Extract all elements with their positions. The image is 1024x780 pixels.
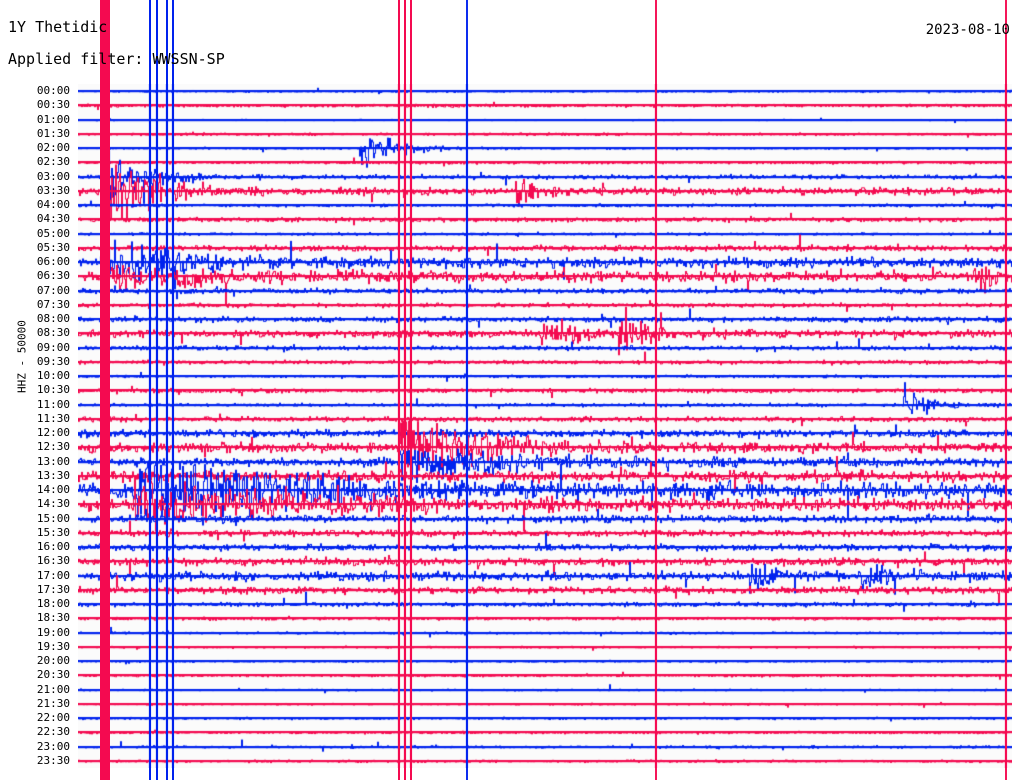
time-tick-label: 05:00 xyxy=(36,226,70,240)
time-tick-label: 11:00 xyxy=(36,397,70,411)
time-tick-label: 19:00 xyxy=(36,625,70,639)
clipped-trace-column xyxy=(156,0,158,780)
time-tick-label: 07:30 xyxy=(36,297,70,311)
time-tick-label: 14:30 xyxy=(36,497,70,511)
time-tick-label: 01:30 xyxy=(36,126,70,140)
time-tick-label: 12:00 xyxy=(36,426,70,440)
time-tick-label: 18:30 xyxy=(36,611,70,625)
time-tick-label: 00:00 xyxy=(36,84,70,98)
time-tick-label: 00:30 xyxy=(36,98,70,112)
time-tick-label: 06:30 xyxy=(36,269,70,283)
time-tick-label: 18:00 xyxy=(36,597,70,611)
time-tick-label: 16:30 xyxy=(36,554,70,568)
time-tick-label: 14:00 xyxy=(36,483,70,497)
record-date: 2023-08-10 xyxy=(925,22,1010,38)
time-tick-label: 22:30 xyxy=(36,725,70,739)
time-tick-label: 10:30 xyxy=(36,383,70,397)
time-tick-label: 15:30 xyxy=(36,525,70,539)
time-tick-label: 02:30 xyxy=(36,155,70,169)
time-tick-label: 17:30 xyxy=(36,582,70,596)
clipped-trace-column xyxy=(166,0,168,780)
time-tick-label: 05:30 xyxy=(36,240,70,254)
time-tick-label: 17:00 xyxy=(36,568,70,582)
time-tick-label: 15:00 xyxy=(36,511,70,525)
clipped-trace-column xyxy=(404,0,406,780)
clipped-trace-column xyxy=(149,0,151,780)
time-tick-label: 06:00 xyxy=(36,255,70,269)
page-title: 1Y Thetidic xyxy=(8,18,108,36)
clipped-trace-column xyxy=(410,0,412,780)
time-tick-label: 16:00 xyxy=(36,540,70,554)
time-tick-label: 03:00 xyxy=(36,169,70,183)
time-tick-label: 07:00 xyxy=(36,283,70,297)
time-tick-label: 03:30 xyxy=(36,183,70,197)
time-tick-label: 23:00 xyxy=(36,739,70,753)
seismogram-canvas xyxy=(78,84,1012,768)
applied-filter-label: Applied filter: WWSSN-SP xyxy=(8,50,225,68)
time-tick-label: 23:30 xyxy=(36,753,70,767)
time-axis: 00:00 00:30 01:00 01:30 02:00 02:30 03:00 03:30… xyxy=(0,84,78,768)
time-tick-label: 04:00 xyxy=(36,198,70,212)
clipped-trace-column xyxy=(1005,0,1007,780)
time-tick-label: 01:00 xyxy=(36,112,70,126)
time-tick-label: 20:30 xyxy=(36,668,70,682)
time-tick-label: 13:30 xyxy=(36,468,70,482)
seismogram-plot xyxy=(78,84,1012,768)
time-tick-label: 08:30 xyxy=(36,326,70,340)
time-tick-label: 02:00 xyxy=(36,141,70,155)
time-tick-label: 20:00 xyxy=(36,654,70,668)
time-tick-label: 04:30 xyxy=(36,212,70,226)
time-tick-label: 11:30 xyxy=(36,411,70,425)
clipped-trace-column xyxy=(655,0,657,780)
time-tick-label: 21:00 xyxy=(36,682,70,696)
time-tick-label: 22:00 xyxy=(36,711,70,725)
time-tick-label: 09:00 xyxy=(36,340,70,354)
clipped-trace-column xyxy=(398,0,400,780)
y-axis-label: HHZ - 50000 xyxy=(15,320,29,393)
time-tick-label: 21:30 xyxy=(36,696,70,710)
time-tick-label: 09:30 xyxy=(36,354,70,368)
time-tick-label: 12:30 xyxy=(36,440,70,454)
time-tick-label: 10:00 xyxy=(36,369,70,383)
time-tick-label: 08:00 xyxy=(36,312,70,326)
clipped-trace-column xyxy=(466,0,468,780)
time-tick-label: 13:00 xyxy=(36,454,70,468)
clipped-trace-column xyxy=(172,0,174,780)
time-tick-label: 19:30 xyxy=(36,639,70,653)
clipped-trace-block xyxy=(100,0,110,780)
